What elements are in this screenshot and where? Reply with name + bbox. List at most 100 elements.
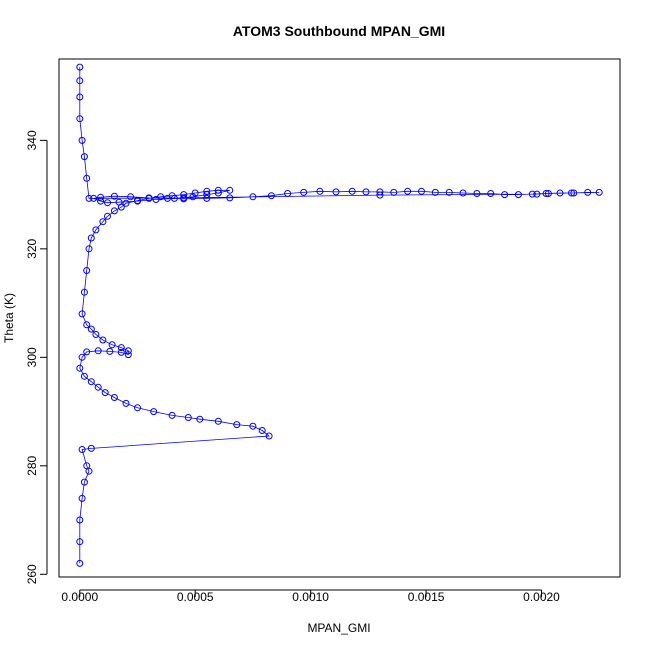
data-point — [300, 188, 308, 196]
x-tick-label: 0.0000 — [61, 590, 98, 604]
data-point — [134, 197, 141, 205]
data-point — [284, 190, 292, 197]
data-point — [83, 267, 91, 274]
data-point — [191, 189, 199, 197]
data-point — [348, 187, 356, 195]
x-axis-label: MPAN_GMI — [307, 621, 370, 635]
data-point — [189, 193, 197, 201]
data-point — [87, 444, 95, 452]
data-point — [170, 194, 178, 202]
data-point — [376, 191, 384, 199]
data-point — [76, 364, 84, 372]
data-point — [87, 378, 95, 386]
data-point — [92, 226, 100, 234]
data-point — [83, 174, 91, 182]
data-point — [404, 187, 412, 195]
data-point — [533, 190, 541, 198]
data-point — [267, 192, 275, 200]
data-point — [80, 153, 88, 161]
data-point — [76, 63, 84, 71]
x-tick-label: 0.0010 — [292, 590, 329, 604]
data-point — [80, 288, 88, 296]
data-point — [150, 408, 158, 416]
x-tick-label: 0.0005 — [177, 590, 214, 604]
x-tick-label: 0.0015 — [408, 590, 445, 604]
data-point — [501, 191, 509, 199]
data-point — [83, 321, 91, 329]
data-point — [106, 347, 114, 355]
data-point — [542, 190, 550, 197]
data-point — [78, 494, 86, 502]
data-point — [124, 347, 132, 355]
data-point — [87, 325, 95, 333]
data-point — [487, 190, 495, 197]
data-point — [203, 191, 211, 199]
data-point — [595, 188, 603, 196]
data-point — [78, 136, 86, 144]
data-point — [145, 194, 153, 202]
data-point — [376, 188, 384, 196]
chart-title: ATOM3 Southbound MPAN_GMI — [233, 23, 445, 39]
data-point — [124, 351, 132, 359]
data-point — [83, 462, 91, 470]
data-point — [99, 218, 107, 226]
data-point — [249, 193, 257, 201]
data-point — [584, 188, 592, 196]
data-point — [76, 559, 84, 567]
data-point — [258, 427, 266, 434]
data-point — [390, 188, 398, 196]
y-axis-label: Theta (K) — [2, 293, 16, 343]
y-axis: 260 280 300 320 340 — [25, 130, 48, 584]
data-point — [418, 187, 425, 195]
y-tick-label: 340 — [25, 130, 39, 150]
data-point — [87, 234, 95, 242]
data-point — [85, 245, 93, 253]
data-point — [316, 187, 324, 195]
data-point — [459, 189, 467, 197]
data-point — [214, 417, 222, 425]
data-point — [332, 188, 340, 196]
data-point — [83, 348, 91, 356]
data-point — [152, 196, 160, 203]
data-point — [97, 197, 105, 205]
data-point — [180, 194, 188, 202]
data-point — [108, 341, 116, 349]
data-point — [117, 348, 125, 356]
y-tick-label: 320 — [25, 239, 39, 259]
data-point — [214, 186, 222, 194]
data-point — [528, 190, 536, 198]
y-tick-label: 260 — [25, 564, 39, 584]
x-axis: 0.0000 0.0005 0.0010 0.0015 0.0020 — [61, 589, 560, 604]
data-point — [78, 310, 86, 318]
series-layer — [76, 63, 603, 567]
data-point — [76, 77, 84, 85]
data-point — [104, 199, 111, 207]
data-point — [94, 347, 102, 355]
plot-frame — [58, 58, 621, 578]
data-point — [445, 188, 453, 196]
data-point — [94, 383, 102, 391]
data-point — [184, 414, 192, 421]
data-point — [168, 411, 176, 419]
data-point — [127, 193, 135, 201]
data-point — [110, 207, 118, 215]
data-point — [203, 187, 211, 195]
data-point — [80, 372, 88, 380]
data-point — [76, 516, 84, 524]
data-point — [196, 415, 204, 423]
data-point — [233, 421, 241, 429]
data-point — [115, 198, 123, 206]
data-point — [570, 189, 578, 197]
series-line — [79, 67, 600, 564]
data-point — [99, 336, 107, 344]
data-point — [85, 194, 93, 202]
data-point — [544, 190, 552, 197]
data-point — [78, 446, 86, 453]
data-point — [214, 189, 222, 197]
data-point — [92, 331, 100, 338]
data-point — [226, 194, 234, 202]
data-point — [110, 394, 118, 401]
data-point — [164, 194, 171, 202]
data-point — [249, 422, 257, 430]
